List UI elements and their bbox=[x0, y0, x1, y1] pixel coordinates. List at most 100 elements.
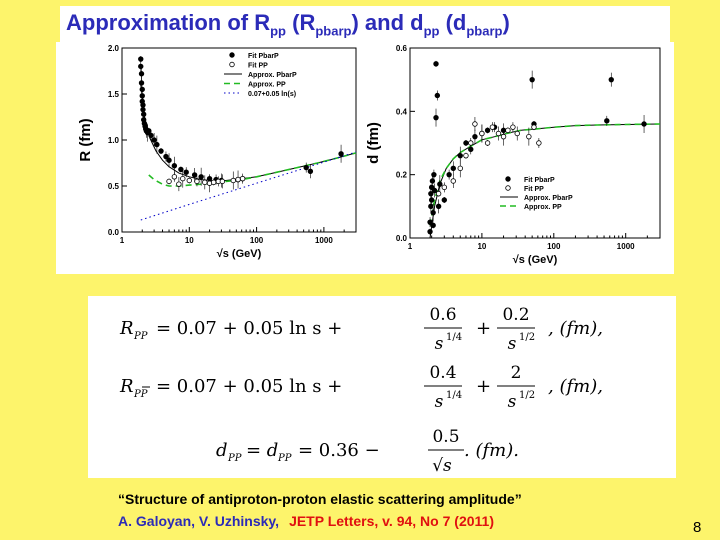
x-tick-label: 10 bbox=[477, 242, 486, 251]
data-point-pp bbox=[186, 177, 192, 184]
data-point-pbarp bbox=[450, 165, 456, 172]
paper-title: “Structure of antiproton-proton elastic … bbox=[118, 491, 522, 507]
x-tick-label: 10 bbox=[185, 236, 194, 245]
data-point-pbarp bbox=[163, 153, 169, 160]
data-point-pbarp bbox=[307, 168, 314, 174]
fraction-exponent: 1/4 bbox=[446, 332, 462, 343]
legend-label: Fit PbarP bbox=[524, 177, 555, 184]
data-point-pp bbox=[171, 174, 178, 180]
data-point-pp bbox=[495, 130, 502, 137]
formula-lhs: R bbox=[119, 318, 134, 339]
data-point-pbarp bbox=[138, 80, 145, 86]
data-point-pp bbox=[202, 179, 208, 186]
data-point-pp bbox=[510, 124, 516, 130]
y-tick-label: 1.0 bbox=[108, 136, 120, 145]
data-point-pbarp bbox=[604, 118, 610, 124]
data-point-pbarp bbox=[428, 184, 435, 191]
legend-label: Approx. PP bbox=[248, 82, 286, 89]
formula-body: = 0.36 − bbox=[298, 440, 380, 461]
formula-unit: . (fm). bbox=[464, 440, 519, 461]
data-point-pbarp bbox=[431, 171, 437, 178]
fraction-denominator: s bbox=[435, 392, 444, 412]
data-point-pbarp bbox=[484, 127, 491, 134]
data-point-pbarp bbox=[429, 178, 436, 184]
data-point-pp bbox=[536, 140, 542, 146]
fraction-exponent: 1/2 bbox=[519, 332, 535, 343]
formula-body: = 0.07 + 0.05 ln s + bbox=[156, 318, 342, 339]
fraction-numerator: 0.5 bbox=[432, 427, 459, 447]
data-point-pbarp bbox=[463, 140, 469, 146]
data-point-pp bbox=[500, 133, 507, 140]
fraction-numerator: 0.6 bbox=[429, 305, 456, 325]
data-point-pp bbox=[457, 165, 463, 172]
data-point-pp bbox=[441, 184, 448, 191]
data-point-pp bbox=[450, 178, 456, 184]
authors: A. Galoyan, V. Uzhinsky, bbox=[118, 513, 280, 529]
x-tick-label: 100 bbox=[250, 236, 264, 245]
data-point-pbarp bbox=[303, 164, 309, 171]
data-point-pbarp bbox=[166, 157, 172, 163]
data-point-pp bbox=[468, 140, 474, 146]
data-point-pbarp bbox=[183, 169, 189, 175]
legend-marker bbox=[229, 52, 235, 58]
data-point-pp bbox=[479, 130, 485, 137]
data-point-pbarp bbox=[171, 163, 178, 169]
data-point-pp bbox=[435, 190, 442, 197]
y-tick-label: 0.4 bbox=[396, 107, 408, 116]
formula-2: R PP = 0.07 + 0.05 ln s + 0.4s 1/4 +2s 1/2, … bbox=[119, 363, 603, 412]
data-point-pbarp bbox=[138, 63, 144, 70]
formula-svg: R PP = 0.07 + 0.05 ln s + 0.6s 1/4 +0.2s 1/2… bbox=[119, 305, 603, 476]
title-box: Approximation of Rpp (Rpbarp) and dpp (d… bbox=[60, 6, 670, 42]
formula-unit: , (fm), bbox=[548, 376, 603, 397]
plot-frame bbox=[409, 47, 661, 239]
data-point-pp bbox=[235, 176, 241, 183]
formula-box: R PP = 0.07 + 0.05 ln s + 0.6 s 1/4 +0.2 s 1/2… bbox=[88, 296, 676, 478]
legend-label: Approx. PbarP bbox=[524, 195, 573, 202]
charts-svg: 1 10 100 1000 0.0 0.5 1.0 1.5 2.0 √s (GeV) R (fm) F… bbox=[77, 44, 661, 266]
fraction-denominator: √s bbox=[432, 456, 452, 476]
authors-line: A. Galoyan, V. Uzhinsky, JETP Letters, v.… bbox=[118, 513, 494, 529]
x-axis-label: √s (GeV) bbox=[217, 248, 262, 260]
data-point-pbarp bbox=[428, 197, 435, 203]
formula-lhs-sub: PP bbox=[227, 453, 242, 464]
data-point-pbarp bbox=[446, 171, 452, 178]
data-point-pp bbox=[505, 127, 511, 134]
data-point-pp bbox=[463, 152, 469, 159]
data-point-pbarp bbox=[428, 190, 434, 197]
journal-reference: JETP Letters, v. 94, No 7 (2011) bbox=[289, 513, 494, 529]
data-point-pp bbox=[176, 181, 182, 187]
chart-left: 1 10 100 1000 0.0 0.5 1.0 1.5 2.0 √s (GeV) R (fm) F… bbox=[77, 44, 357, 260]
formula-plus: + bbox=[476, 376, 491, 397]
data-point-pp bbox=[230, 177, 236, 184]
fraction-denominator: s bbox=[508, 334, 517, 354]
x-tick-label: 100 bbox=[547, 242, 561, 251]
y-tick-label: 0.6 bbox=[396, 44, 408, 53]
data-point-pbarp bbox=[140, 106, 146, 113]
data-point-pbarp bbox=[435, 203, 442, 210]
data-point-pbarp bbox=[138, 56, 144, 62]
legend: Fit PbarP Fit PP Approx. PbarP Approx. PP bbox=[500, 176, 573, 211]
curve-solid bbox=[140, 84, 357, 181]
y-axis-label: R (fm) bbox=[77, 118, 94, 161]
data-point-pbarp bbox=[433, 61, 439, 67]
fraction-exponent: 1/4 bbox=[446, 390, 462, 401]
data-point-pp bbox=[239, 175, 246, 182]
data-point-pbarp bbox=[338, 151, 344, 157]
data-point-pp bbox=[180, 175, 186, 182]
plots-panel: 1 10 100 1000 0.0 0.5 1.0 1.5 2.0 √s (GeV) R (fm) F… bbox=[56, 42, 674, 274]
legend-marker bbox=[505, 176, 511, 182]
data-point-pbarp bbox=[431, 187, 438, 194]
legend-label: 0.07+0.05 ln(s) bbox=[248, 91, 296, 98]
formula-lhs-sub: PP bbox=[133, 389, 148, 400]
x-axis-label: √s (GeV) bbox=[513, 254, 558, 266]
legend-label: Approx. PP bbox=[524, 204, 562, 211]
y-tick-label: 0.2 bbox=[396, 171, 408, 180]
page-number: 8 bbox=[693, 519, 702, 536]
fraction-exponent: 1/2 bbox=[519, 390, 535, 401]
legend-label: Fit PbarP bbox=[248, 53, 279, 60]
formula-lhs-sub: PP bbox=[277, 453, 292, 464]
y-axis-label: d (fm) bbox=[365, 122, 382, 164]
data-point-pbarp bbox=[428, 203, 434, 210]
data-point-pbarp bbox=[641, 121, 647, 127]
data-point-pbarp bbox=[437, 181, 443, 187]
